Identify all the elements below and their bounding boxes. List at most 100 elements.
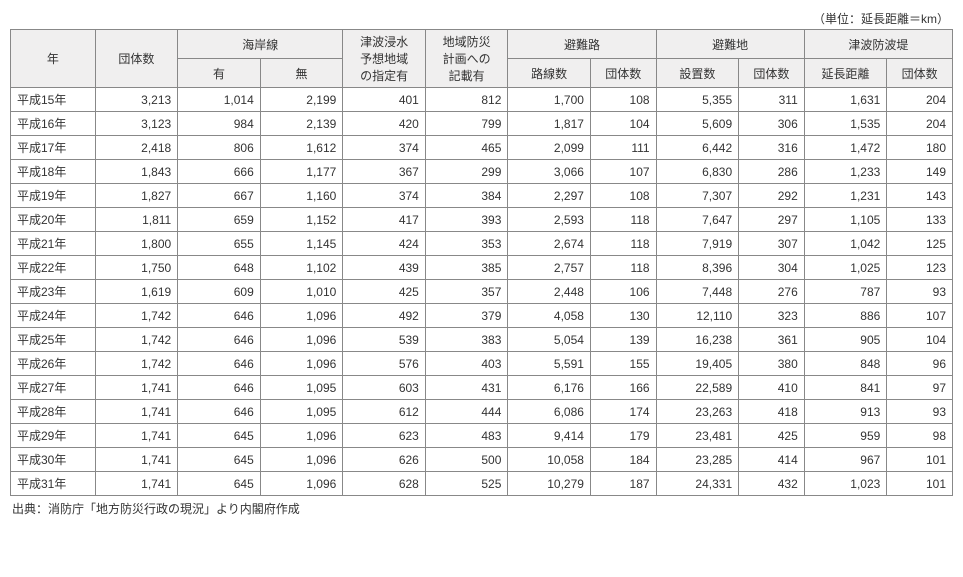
cell-value: 984: [178, 112, 261, 136]
col-breakwater-dantai: 団体数: [887, 59, 953, 88]
col-coast-no: 無: [260, 59, 343, 88]
cell-value: 648: [178, 256, 261, 280]
cell-value: 23,285: [656, 448, 739, 472]
cell-value: 5,355: [656, 88, 739, 112]
cell-value: 1,160: [260, 184, 343, 208]
cell-value: 5,591: [508, 352, 591, 376]
cell-value: 3,123: [95, 112, 178, 136]
cell-value: 646: [178, 328, 261, 352]
cell-value: 420: [343, 112, 426, 136]
cell-value: 612: [343, 400, 426, 424]
cell-year: 平成21年: [11, 232, 96, 256]
cell-value: 2,448: [508, 280, 591, 304]
cell-value: 98: [887, 424, 953, 448]
col-year: 年: [11, 30, 96, 88]
cell-value: 1,177: [260, 160, 343, 184]
cell-value: 149: [887, 160, 953, 184]
col-evac-route-dantai: 団体数: [590, 59, 656, 88]
cell-value: 1,105: [804, 208, 887, 232]
cell-value: 19,405: [656, 352, 739, 376]
cell-value: 1,472: [804, 136, 887, 160]
cell-value: 1,843: [95, 160, 178, 184]
cell-value: 107: [887, 304, 953, 328]
cell-value: 646: [178, 304, 261, 328]
cell-value: 10,279: [508, 472, 591, 496]
cell-value: 2,674: [508, 232, 591, 256]
table-row: 平成29年1,7416451,0966234839,41417923,48142…: [11, 424, 953, 448]
table-row: 平成16年3,1239842,1394207991,8171045,609306…: [11, 112, 953, 136]
cell-value: 425: [343, 280, 426, 304]
cell-value: 297: [739, 208, 805, 232]
cell-value: 1,042: [804, 232, 887, 256]
cell-value: 374: [343, 136, 426, 160]
cell-value: 483: [425, 424, 508, 448]
cell-value: 609: [178, 280, 261, 304]
cell-value: 500: [425, 448, 508, 472]
table-row: 平成22年1,7506481,1024393852,7571188,396304…: [11, 256, 953, 280]
cell-value: 108: [590, 88, 656, 112]
cell-value: 1,023: [804, 472, 887, 496]
cell-value: 1,096: [260, 424, 343, 448]
cell-value: 2,593: [508, 208, 591, 232]
cell-value: 403: [425, 352, 508, 376]
cell-value: 2,757: [508, 256, 591, 280]
cell-value: 410: [739, 376, 805, 400]
cell-year: 平成27年: [11, 376, 96, 400]
source-note: 出典：消防庁「地方防災行政の現況」より内閣府作成: [10, 500, 953, 517]
cell-value: 380: [739, 352, 805, 376]
cell-value: 1,152: [260, 208, 343, 232]
cell-value: 155: [590, 352, 656, 376]
col-coast: 海岸線: [178, 30, 343, 59]
cell-value: 23,481: [656, 424, 739, 448]
cell-value: 439: [343, 256, 426, 280]
col-evac-place: 避難地: [656, 30, 804, 59]
cell-value: 841: [804, 376, 887, 400]
cell-value: 276: [739, 280, 805, 304]
cell-value: 1,231: [804, 184, 887, 208]
cell-value: 139: [590, 328, 656, 352]
cell-value: 107: [590, 160, 656, 184]
col-evac-place-count: 設置数: [656, 59, 739, 88]
cell-value: 623: [343, 424, 426, 448]
cell-value: 967: [804, 448, 887, 472]
cell-value: 1,096: [260, 448, 343, 472]
cell-year: 平成18年: [11, 160, 96, 184]
cell-value: 2,297: [508, 184, 591, 208]
table-row: 平成25年1,7426461,0965393835,05413916,23836…: [11, 328, 953, 352]
cell-value: 492: [343, 304, 426, 328]
cell-value: 367: [343, 160, 426, 184]
cell-value: 628: [343, 472, 426, 496]
cell-value: 143: [887, 184, 953, 208]
cell-value: 5,054: [508, 328, 591, 352]
cell-year: 平成29年: [11, 424, 96, 448]
cell-value: 1,102: [260, 256, 343, 280]
cell-value: 1,025: [804, 256, 887, 280]
cell-value: 1,741: [95, 472, 178, 496]
col-coast-yes: 有: [178, 59, 261, 88]
cell-value: 361: [739, 328, 805, 352]
cell-value: 130: [590, 304, 656, 328]
cell-value: 111: [590, 136, 656, 160]
cell-value: 913: [804, 400, 887, 424]
cell-year: 平成23年: [11, 280, 96, 304]
cell-value: 204: [887, 112, 953, 136]
cell-value: 959: [804, 424, 887, 448]
cell-value: 24,331: [656, 472, 739, 496]
cell-value: 6,442: [656, 136, 739, 160]
cell-value: 286: [739, 160, 805, 184]
cell-value: 123: [887, 256, 953, 280]
cell-value: 23,263: [656, 400, 739, 424]
disaster-stats-table: 年 団体数 海岸線 津波浸水 予想地域 の指定有 地域防災 計画への 記載有 避…: [10, 29, 953, 496]
cell-value: 1,811: [95, 208, 178, 232]
cell-year: 平成26年: [11, 352, 96, 376]
cell-value: 385: [425, 256, 508, 280]
col-evac-route-count: 路線数: [508, 59, 591, 88]
cell-value: 97: [887, 376, 953, 400]
cell-value: 1,096: [260, 472, 343, 496]
table-body: 平成15年3,2131,0142,1994018121,7001085,3553…: [11, 88, 953, 496]
cell-value: 655: [178, 232, 261, 256]
cell-value: 179: [590, 424, 656, 448]
table-row: 平成21年1,8006551,1454243532,6741187,919307…: [11, 232, 953, 256]
table-row: 平成28年1,7416461,0956124446,08617423,26341…: [11, 400, 953, 424]
col-regional-plan: 地域防災 計画への 記載有: [425, 30, 508, 88]
